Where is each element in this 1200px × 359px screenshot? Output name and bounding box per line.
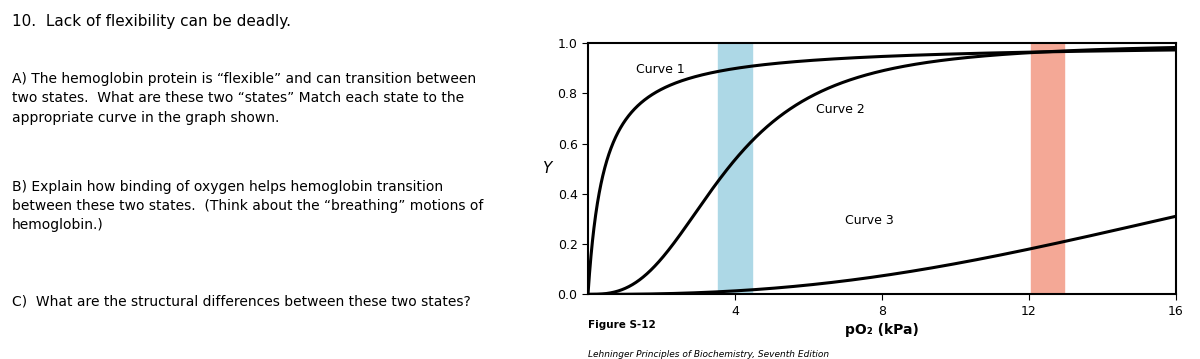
Text: Curve 2: Curve 2 — [816, 103, 864, 116]
Y-axis label: Y: Y — [541, 161, 551, 176]
Text: B) Explain how binding of oxygen helps hemoglobin transition
between these two s: B) Explain how binding of oxygen helps h… — [12, 180, 484, 233]
Bar — [1031, 43, 1064, 294]
Text: Curve 1: Curve 1 — [636, 63, 684, 76]
Text: C)  What are the structural differences between these two states?: C) What are the structural differences b… — [12, 294, 470, 308]
Bar — [719, 43, 751, 294]
Text: Figure S-12: Figure S-12 — [588, 320, 655, 330]
Text: Curve 3: Curve 3 — [845, 214, 894, 227]
Text: 10.  Lack of flexibility can be deadly.: 10. Lack of flexibility can be deadly. — [12, 14, 292, 29]
Text: A) The hemoglobin protein is “flexible” and can transition between
two states.  : A) The hemoglobin protein is “flexible” … — [12, 72, 476, 125]
Text: Lehninger Principles of Biochemistry, Seventh Edition: Lehninger Principles of Biochemistry, Se… — [588, 350, 829, 359]
X-axis label: pO₂ (kPa): pO₂ (kPa) — [845, 323, 919, 337]
